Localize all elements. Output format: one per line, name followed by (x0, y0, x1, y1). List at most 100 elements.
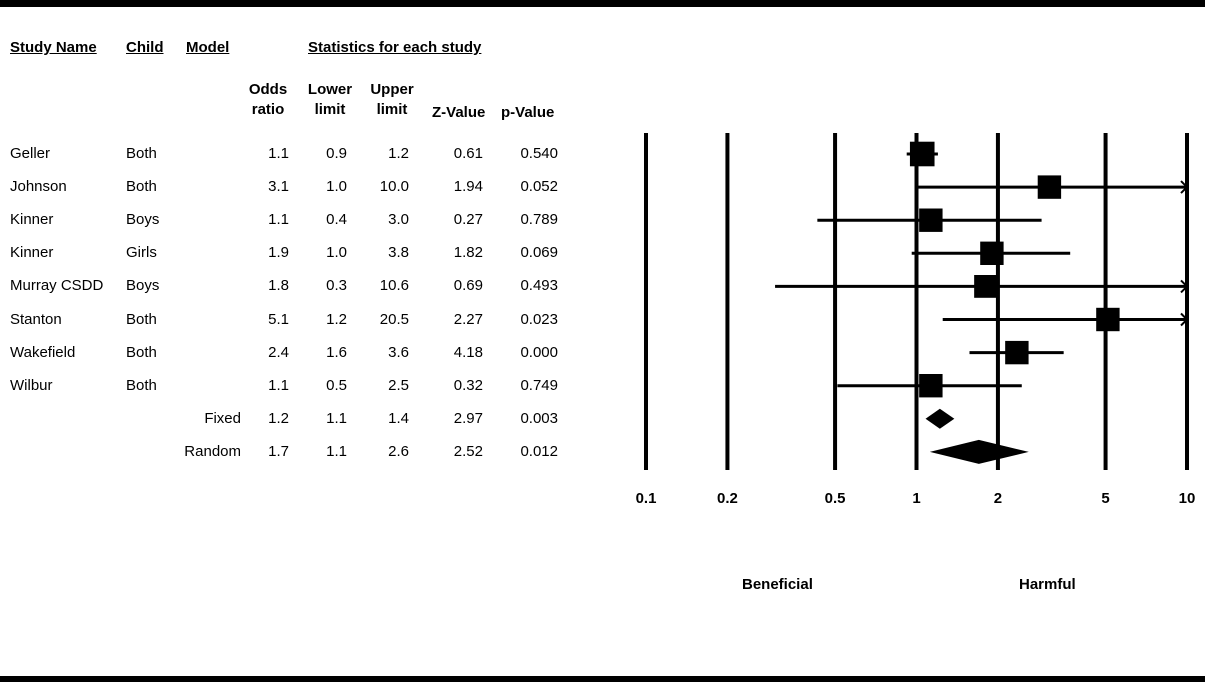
cell-z-value: 0.69 (453, 277, 483, 295)
point-estimate-square (919, 374, 943, 398)
cell-lower-limit: 0.3 (326, 277, 347, 295)
header-model: Model (186, 39, 230, 56)
cell-p-value: 0.023 (520, 310, 558, 328)
label-beneficial: Beneficial (742, 576, 813, 593)
cell-lower-limit: 1.2 (326, 310, 347, 328)
tick-label: 5 (1101, 490, 1110, 507)
cell-upper-limit: 1.2 (388, 145, 409, 162)
cell-z-value: 4.18 (453, 343, 483, 361)
cell-odds-ratio: 1.7 (268, 442, 289, 460)
point-estimate-square (1037, 175, 1062, 199)
cell-study: Geller (10, 145, 51, 162)
cell-p-value: 0.493 (520, 277, 558, 295)
cell-study: Johnson (10, 178, 67, 196)
cell-child: Boys (126, 277, 160, 295)
cell-lower-limit: 1.1 (326, 409, 347, 427)
cell-p-value: 0.540 (520, 145, 558, 162)
point-estimate-square (974, 275, 997, 298)
cell-p-value: 0.789 (520, 211, 558, 229)
cell-odds-ratio: 1.2 (268, 409, 289, 427)
cell-upper-limit: 20.5 (379, 310, 409, 328)
cell-p-value: 0.012 (520, 442, 558, 460)
cell-upper-limit: 3.6 (388, 343, 409, 361)
cell-child: Both (126, 343, 157, 361)
tick-label: 0.2 (716, 490, 738, 507)
cell-lower-limit: 1.1 (326, 442, 347, 460)
label-harmful: Harmful (1019, 576, 1076, 593)
tick-label: 0.1 (635, 490, 657, 507)
cell-z-value: 0.32 (453, 376, 483, 394)
cell-child: Both (126, 376, 157, 394)
cell-lower-limit: 0.9 (326, 145, 347, 162)
cell-odds-ratio: 1.8 (268, 277, 289, 295)
header-upper-limit-line2: limit (376, 101, 408, 118)
cell-odds-ratio: 2.4 (268, 343, 289, 361)
cell-p-value: 0.052 (520, 178, 558, 196)
cell-p-value: 0.069 (520, 244, 558, 262)
cell-upper-limit: 2.5 (388, 376, 409, 394)
cell-p-value: 0.000 (520, 343, 558, 361)
point-estimate-square (1005, 340, 1029, 365)
cell-z-value: 0.61 (453, 145, 483, 162)
cell-z-value: 2.27 (453, 310, 483, 328)
header-upper-limit-line1: Upper (370, 81, 414, 98)
bottom-rule (0, 676, 1205, 682)
cell-model: Fixed (204, 409, 241, 427)
cell-lower-limit: 1.0 (326, 244, 347, 262)
ci-arrow (1180, 180, 1189, 194)
cell-z-value: 1.82 (453, 244, 483, 262)
cell-lower-limit: 1.6 (326, 343, 347, 361)
header-z-value: Z-Value (432, 104, 486, 121)
header-odds-ratio-line1: Odds (248, 81, 288, 98)
header-lower-limit-line2: limit (314, 101, 346, 118)
cell-study: Stanton (10, 310, 62, 328)
cell-upper-limit: 3.0 (388, 211, 409, 229)
cell-z-value: 2.52 (453, 442, 483, 460)
tick-label: 2 (993, 490, 1003, 507)
cell-study: Kinner (10, 211, 54, 229)
cell-child: Boys (126, 211, 160, 229)
ci-arrow (1180, 312, 1189, 327)
cell-study: Wakefield (10, 343, 76, 361)
cell-model: Random (184, 442, 241, 460)
summary-diamond (929, 439, 1029, 464)
cell-lower-limit: 1.0 (326, 178, 347, 196)
header-child: Child (126, 39, 164, 56)
cell-upper-limit: 2.6 (388, 442, 409, 460)
header-p-value: p-Value (501, 104, 555, 121)
header-lower-limit-line1: Lower (307, 81, 353, 98)
cell-child: Both (126, 178, 157, 196)
cell-study: Wilbur (10, 376, 53, 394)
cell-p-value: 0.749 (520, 376, 558, 394)
cell-odds-ratio: 5.1 (268, 310, 289, 328)
cell-odds-ratio: 1.1 (268, 211, 289, 229)
ci-arrow (1180, 279, 1189, 294)
cell-p-value: 0.003 (520, 409, 558, 427)
cell-odds-ratio: 1.1 (268, 145, 289, 162)
top-rule (0, 0, 1205, 7)
cell-upper-limit: 10.0 (379, 178, 409, 196)
header-odds-ratio-line2: ratio (251, 101, 285, 118)
point-estimate-square (980, 241, 1004, 265)
cell-odds-ratio: 1.1 (268, 376, 289, 394)
cell-upper-limit: 10.6 (379, 277, 409, 295)
cell-z-value: 0.27 (453, 211, 483, 229)
cell-odds-ratio: 1.9 (268, 244, 289, 262)
summary-diamond (925, 408, 955, 429)
cell-child: Girls (126, 244, 157, 262)
header-statistics-group: Statistics for each study (308, 39, 482, 56)
cell-upper-limit: 1.4 (388, 409, 409, 427)
cell-study: Murray CSDD (10, 277, 104, 295)
tick-label: 1 (912, 490, 921, 507)
cell-child: Both (126, 145, 157, 162)
cell-z-value: 2.97 (453, 409, 483, 427)
cell-z-value: 1.94 (453, 178, 483, 196)
header-study-name: Study Name (10, 39, 97, 56)
cell-upper-limit: 3.8 (388, 244, 409, 262)
tick-label: 0.5 (824, 490, 846, 507)
point-estimate-square (919, 208, 943, 232)
point-estimate-square (1096, 307, 1120, 332)
cell-study: Kinner (10, 244, 54, 262)
point-estimate-square (909, 141, 935, 167)
